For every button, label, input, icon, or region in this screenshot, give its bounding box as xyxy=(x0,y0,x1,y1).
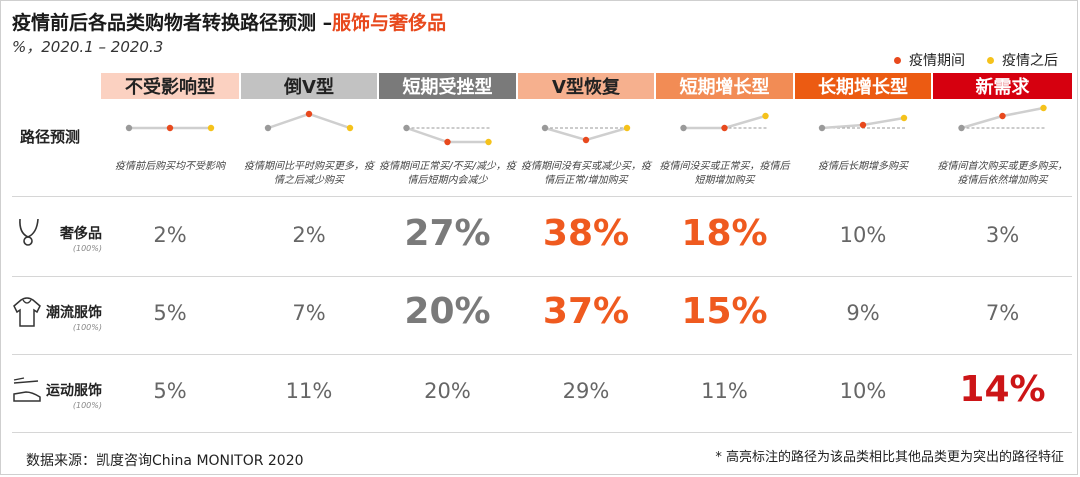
column-header-7: 新需求 xyxy=(933,73,1072,99)
column-header-5: 短期增长型 xyxy=(656,73,793,99)
value-cell: 27% xyxy=(404,213,491,254)
necklace-icon xyxy=(16,217,42,251)
divider-1 xyxy=(12,276,1072,277)
hoodie-icon xyxy=(12,296,42,332)
column-header-3: 短期受挫型 xyxy=(379,73,516,99)
footnote: * 高亮标注的路径为该品类相比其他品类更为突出的路径特征 xyxy=(715,450,1064,465)
legend-label-during: 疫情期间 xyxy=(909,53,965,69)
value-cell: 11% xyxy=(285,379,333,403)
source-note: 数据来源：凯度咨询China MONITOR 2020 xyxy=(26,453,304,469)
value-cell: 29% xyxy=(562,379,610,403)
value-cell: 15% xyxy=(681,291,768,332)
column-header-2: 倒V型 xyxy=(241,73,377,99)
divider-bottom xyxy=(12,432,1072,433)
column-header-6: 长期增长型 xyxy=(795,73,931,99)
value-cell: 14% xyxy=(959,369,1046,410)
legend-dot-during xyxy=(894,56,901,64)
value-cell: 10% xyxy=(839,379,887,403)
row-label-path: 路径预测 xyxy=(20,128,81,146)
category-1: 奢侈品 (100%) xyxy=(12,215,112,255)
path-description-6: 疫情后长期增多购买 xyxy=(818,161,908,172)
divider-2 xyxy=(12,354,1072,355)
category-name: 潮流服饰 xyxy=(46,305,102,321)
sneaker-icon xyxy=(12,374,42,410)
path-description-3: 疫情期间正常买/不买/减少，疫情后短期内会减少 xyxy=(379,161,516,186)
value-cell: 10% xyxy=(839,223,887,247)
category-2: 潮流服饰 (100%) xyxy=(12,294,112,334)
value-cell: 11% xyxy=(701,379,748,403)
legend-label-after: 疫情之后 xyxy=(1002,53,1058,69)
chart-title: 疫情前后各品类购物者转换路径预测 –服饰与奢侈品 xyxy=(12,12,447,34)
path-description-4: 疫情期间没有买或减少买，疫情后正常/增加购买 xyxy=(521,161,651,186)
chart-subtitle: %，2020.1 – 2020.3 xyxy=(12,38,164,56)
value-cell: 37% xyxy=(542,291,630,332)
column-header-4: V型恢复 xyxy=(518,73,654,99)
path-description-7: 疫情间首次购买或更多购买，疫情后依然增加购买 xyxy=(937,161,1068,186)
category-base: (100%) xyxy=(72,323,102,332)
category-base: (100%) xyxy=(72,401,102,410)
legend: 疫情期间 疫情之后 xyxy=(894,50,1058,70)
value-cell: 2% xyxy=(153,223,187,247)
category-name: 奢侈品 xyxy=(60,226,102,242)
legend-item-after: 疫情之后 xyxy=(987,50,1058,70)
category-name: 运动服饰 xyxy=(46,383,102,399)
value-cell: 5% xyxy=(153,379,187,403)
value-cell: 3% xyxy=(985,223,1020,247)
category-base: (100%) xyxy=(72,244,102,253)
path-description-5: 疫情间没买或正常买，疫情后短期增加购买 xyxy=(659,161,790,186)
divider-top xyxy=(12,196,1072,197)
value-cell: 20% xyxy=(424,379,471,403)
value-cell: 9% xyxy=(846,301,880,325)
value-cell: 20% xyxy=(404,291,491,332)
value-cell: 38% xyxy=(542,213,630,254)
value-cell: 5% xyxy=(153,301,187,325)
value-cell: 2% xyxy=(292,223,326,247)
value-cell: 7% xyxy=(292,301,326,325)
column-header-1: 不受影响型 xyxy=(101,73,239,99)
category-3: 运动服饰 (100%) xyxy=(12,372,112,412)
value-cell: 18% xyxy=(681,213,768,254)
path-description-1: 疫情前后购买均不受影响 xyxy=(115,161,225,172)
legend-item-during: 疫情期间 xyxy=(894,50,965,70)
path-description-2: 疫情期间比平时购买更多，疫情之后减少购买 xyxy=(244,161,374,186)
legend-dot-after xyxy=(987,56,994,64)
value-cell: 7% xyxy=(985,301,1020,325)
